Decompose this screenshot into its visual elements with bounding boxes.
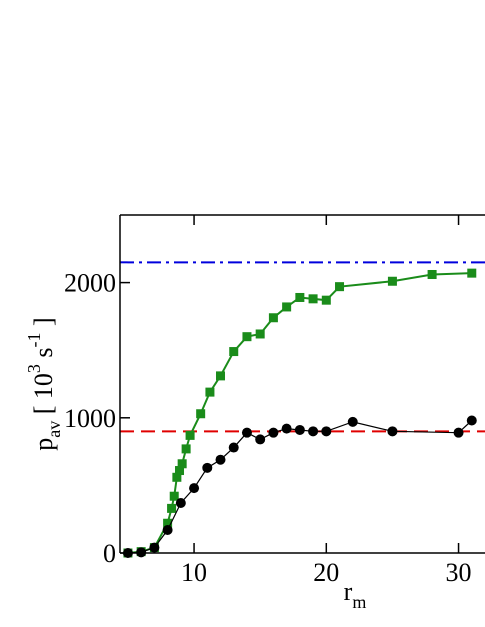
- marker: [175, 466, 185, 476]
- marker: [189, 483, 200, 494]
- marker: [268, 427, 279, 438]
- ylabel: pav [ 103 s-1 ]: [24, 317, 64, 450]
- y-tick-label: 0: [103, 539, 116, 568]
- label-part: ]: [29, 317, 58, 332]
- y-tick-label: 1000: [64, 404, 116, 433]
- label-part: s: [29, 347, 58, 364]
- marker: [467, 268, 477, 278]
- x-tick-label: 20: [313, 558, 339, 587]
- label-part: 3: [24, 364, 44, 373]
- x-tick-label: 10: [181, 558, 207, 587]
- marker: [308, 294, 318, 304]
- marker: [216, 371, 226, 381]
- marker: [294, 424, 305, 435]
- marker: [466, 415, 477, 426]
- marker: [163, 518, 173, 528]
- x-tick-label: 30: [446, 558, 472, 587]
- marker: [347, 416, 358, 427]
- marker: [205, 387, 215, 397]
- marker: [172, 472, 182, 482]
- y-tick-label: 2000: [64, 269, 116, 298]
- marker: [149, 542, 160, 553]
- marker: [282, 302, 292, 312]
- marker: [295, 292, 305, 302]
- series-line: [127, 272, 472, 554]
- marker: [162, 525, 173, 536]
- marker: [321, 295, 331, 305]
- marker: [228, 442, 239, 453]
- marker: [335, 282, 345, 292]
- marker: [196, 409, 206, 419]
- label-part: m: [352, 592, 366, 612]
- marker: [177, 459, 187, 469]
- marker: [255, 329, 265, 339]
- label-part: av: [44, 421, 64, 438]
- marker: [453, 427, 464, 438]
- marker: [229, 347, 239, 357]
- xlabel: rm: [344, 577, 367, 612]
- marker: [167, 503, 177, 513]
- series-line: [127, 420, 473, 554]
- marker: [321, 426, 332, 437]
- marker: [242, 332, 252, 342]
- marker: [215, 454, 226, 465]
- label-part: p: [29, 438, 58, 451]
- marker: [241, 427, 252, 438]
- marker: [169, 491, 179, 501]
- marker: [181, 444, 191, 454]
- marker: [185, 430, 195, 440]
- label-part: -1: [24, 332, 44, 347]
- marker: [308, 426, 319, 437]
- marker: [268, 313, 278, 323]
- marker: [175, 497, 186, 508]
- label-part: r: [344, 577, 353, 606]
- marker: [387, 276, 397, 286]
- marker: [255, 434, 266, 445]
- marker: [427, 269, 437, 279]
- marker: [202, 462, 213, 473]
- marker: [281, 423, 292, 434]
- marker: [387, 426, 398, 437]
- label-part: [ 10: [29, 373, 58, 421]
